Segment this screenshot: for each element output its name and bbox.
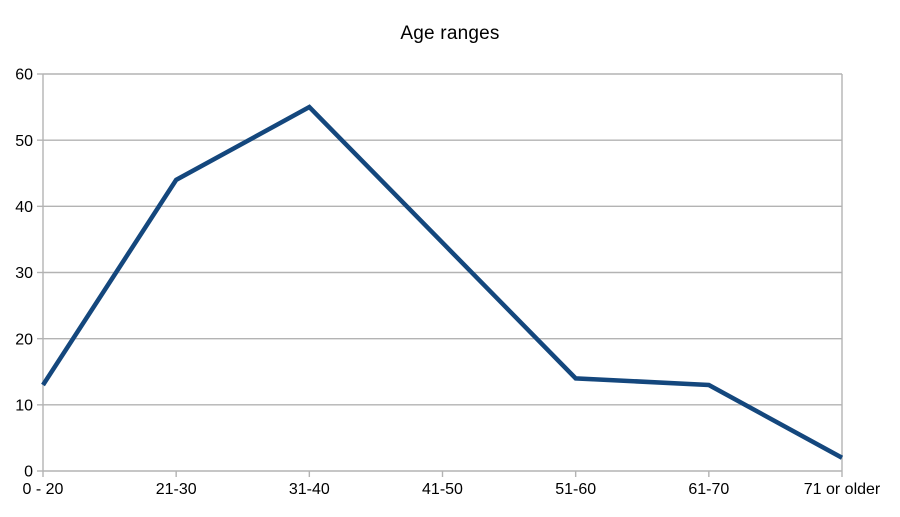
x-axis-category-label: 21-30 xyxy=(156,481,197,498)
y-axis-tick-label: 60 xyxy=(15,67,33,84)
chart-title: Age ranges xyxy=(400,23,500,44)
y-axis-tick-label: 30 xyxy=(15,265,33,282)
x-axis-category-label: 41-50 xyxy=(422,481,463,498)
x-axis-category-label: 31-40 xyxy=(289,481,330,498)
x-axis-category-label: 0 - 20 xyxy=(23,481,64,498)
y-axis-tick-label: 10 xyxy=(15,397,33,414)
y-axis-tick-label: 20 xyxy=(15,331,33,348)
data-series-line xyxy=(41,104,844,460)
x-axis-category-label: 71 or older xyxy=(804,481,881,498)
x-axis-category-label: 61-70 xyxy=(688,481,729,498)
y-axis-tick-label: 0 xyxy=(24,464,33,481)
y-axis-tick-label: 40 xyxy=(15,199,33,216)
x-axis-category-label: 51-60 xyxy=(555,481,596,498)
y-axis-tick-label: 50 xyxy=(15,133,33,150)
